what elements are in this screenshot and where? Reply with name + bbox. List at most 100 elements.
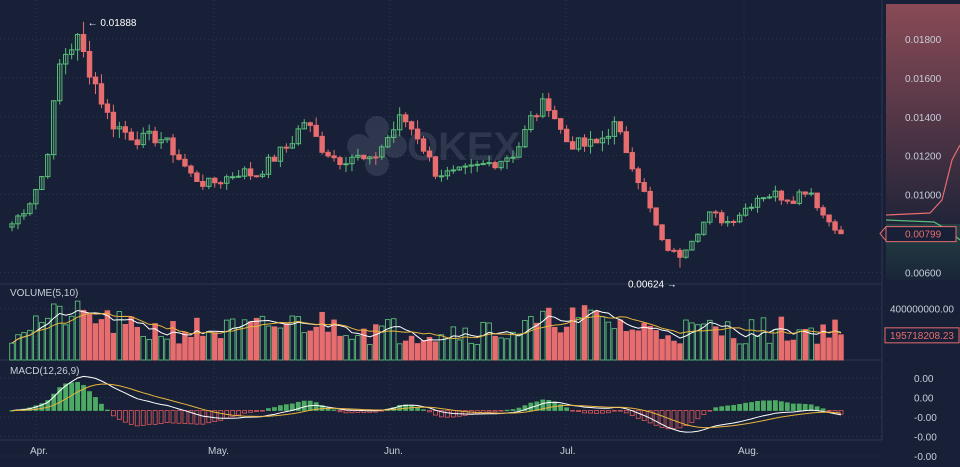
candle-body — [498, 160, 504, 169]
candle-body — [575, 137, 582, 150]
macd-histogram-bar — [397, 404, 403, 411]
candle-body — [486, 162, 492, 165]
macd-histogram-bar — [731, 404, 737, 411]
volume-bar — [104, 310, 111, 361]
price-tick-label: 0.00600 — [905, 268, 942, 279]
macd-histogram-bar — [319, 405, 325, 411]
candle-body — [116, 126, 123, 130]
macd-histogram-bar — [164, 410, 170, 423]
volume-bar — [379, 325, 385, 361]
volume-bar — [623, 331, 630, 361]
volume-bar — [361, 328, 367, 361]
macd-dea-line — [11, 383, 842, 429]
volume-bar — [629, 329, 636, 361]
volume-bar — [194, 317, 200, 361]
volume-bar — [510, 331, 516, 361]
macd-histogram-bar — [116, 410, 122, 420]
candle-body — [390, 129, 397, 138]
candle-body — [653, 207, 659, 226]
macd-histogram-bar — [713, 407, 719, 411]
macd-tick-label: 0.00 — [914, 394, 934, 405]
volume-bar — [730, 338, 737, 361]
candle-body — [730, 221, 737, 224]
volume-bar — [563, 326, 570, 361]
volume-ma10-line — [11, 312, 842, 344]
candle-body — [373, 156, 379, 159]
candle-body — [647, 190, 653, 209]
volume-bar — [724, 321, 731, 361]
macd-histogram-bar — [516, 407, 522, 411]
candle-body — [569, 141, 576, 150]
candle-body — [802, 191, 808, 195]
volume-bar — [27, 329, 33, 361]
macd-histogram-bar — [838, 410, 844, 415]
candle-body — [659, 224, 665, 241]
volume-bar — [212, 332, 218, 361]
candle-body — [611, 121, 618, 137]
volume-bar — [15, 334, 21, 361]
candle-body — [426, 150, 433, 158]
volume-bar — [432, 341, 439, 361]
min-price-annotation: 0.00624 → — [628, 280, 677, 291]
macd-histogram-bar — [57, 387, 63, 411]
volume-bar — [277, 327, 284, 361]
macd-histogram-bar — [188, 410, 194, 425]
macd-histogram-bar — [611, 410, 617, 412]
volume-bar — [426, 336, 433, 361]
candle-body — [724, 221, 731, 224]
volume-bar — [146, 339, 152, 361]
macd-histogram-bar — [75, 381, 81, 411]
volume-bar — [116, 311, 123, 361]
candle-body — [319, 135, 325, 153]
macd-histogram-bar — [99, 403, 104, 411]
volume-bar — [307, 330, 313, 361]
volume-bar — [200, 335, 206, 361]
volume-bar — [170, 321, 176, 361]
candle-body — [170, 137, 176, 156]
macd-histogram-bar — [749, 402, 754, 411]
volume-bar — [671, 340, 677, 361]
candle-body — [194, 172, 200, 183]
max-price-annotation: ← 0.01888 — [88, 18, 137, 29]
candle-body — [355, 154, 361, 158]
candle-body — [21, 213, 27, 217]
macd-histogram-bar — [606, 410, 611, 414]
macd-histogram-bar — [230, 410, 236, 418]
macd-histogram-bar — [820, 408, 826, 411]
candle-body — [683, 249, 689, 258]
macd-histogram-bar — [444, 410, 450, 418]
candle-body — [92, 76, 99, 85]
candle-body — [206, 177, 212, 187]
candle-body — [826, 214, 832, 223]
volume-bar — [575, 317, 582, 361]
candle-body — [748, 206, 755, 209]
volume-bar — [611, 328, 618, 361]
okex-logo-icon — [347, 116, 407, 176]
macd-histogram-bar — [194, 410, 200, 425]
volume-bar — [62, 324, 69, 361]
candle-body — [587, 138, 594, 147]
macd-histogram-bar — [653, 410, 659, 426]
volume-bar — [581, 305, 588, 361]
macd-histogram-bar — [814, 406, 820, 411]
candle-body — [814, 192, 820, 209]
candle-body — [820, 207, 826, 216]
candle-body — [367, 156, 373, 160]
volume-bar — [557, 332, 564, 361]
volume-bar — [247, 321, 254, 361]
volume-bar — [343, 335, 349, 361]
candle-body — [164, 137, 170, 141]
candle-body — [766, 196, 773, 199]
macd-histogram-bar — [486, 410, 492, 413]
candle-body — [414, 128, 421, 140]
candle-body — [247, 168, 254, 177]
volume-bar — [462, 327, 469, 361]
volume-bar — [689, 322, 695, 361]
volume-bar — [796, 329, 803, 361]
volume-bar — [826, 337, 832, 361]
volume-bar — [635, 330, 641, 361]
month-tick-label: Jul. — [560, 446, 576, 457]
volume-bar — [528, 316, 534, 361]
last-price-tag: 0.00799 — [879, 226, 957, 243]
candle-body — [235, 175, 242, 178]
